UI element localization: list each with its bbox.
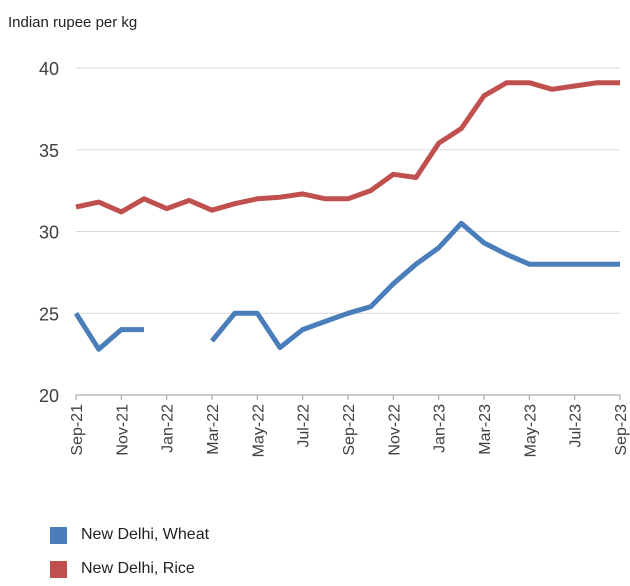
y-tick-label-25: 25 bbox=[39, 304, 59, 324]
legend-item-wheat: New Delhi, Wheat bbox=[50, 518, 209, 552]
y-axis-unit-label: Indian rupee per kg bbox=[8, 14, 138, 31]
x-tick-label-Jan-23: Jan-23 bbox=[432, 404, 449, 453]
line-chart: 20 25 30 35 40 Sep-21 Nov-21 Jan-22 Mar-22 May-2… bbox=[39, 59, 630, 457]
legend-item-rice: New Delhi, Rice bbox=[50, 552, 209, 586]
legend-label-rice: New Delhi, Rice bbox=[81, 560, 195, 577]
series-lines bbox=[73, 80, 620, 352]
y-tick-label-30: 30 bbox=[39, 223, 59, 243]
series-line-wheat-1 bbox=[210, 220, 620, 351]
series-line-wheat-0 bbox=[73, 311, 144, 352]
y-tick-label-35: 35 bbox=[39, 141, 59, 161]
x-tick-label-Sep-21: Sep-21 bbox=[69, 404, 86, 456]
y-tick-label-20: 20 bbox=[39, 386, 59, 406]
legend-label-wheat: New Delhi, Wheat bbox=[81, 526, 210, 543]
x-tick-label-Nov-21: Nov-21 bbox=[114, 404, 131, 456]
x-tick-label-Nov-22: Nov-22 bbox=[386, 404, 403, 456]
x-tick-label-Sep-23: Sep-23 bbox=[613, 404, 630, 456]
legend: New Delhi, Wheat New Delhi, Rice bbox=[50, 518, 209, 586]
legend-swatch-wheat bbox=[50, 526, 67, 544]
x-tick-label-Mar-22: Mar-22 bbox=[205, 404, 222, 455]
legend-swatch-rice bbox=[50, 560, 67, 578]
x-tick-label-Sep-22: Sep-22 bbox=[341, 404, 358, 456]
x-axis: Sep-21 Nov-21 Jan-22 Mar-22 May-22 Jul-22 Sep-… bbox=[69, 394, 630, 457]
gridlines bbox=[76, 67, 620, 396]
y-axis-ticks: 20 25 30 35 40 bbox=[39, 59, 59, 406]
series-line-rice-0 bbox=[75, 80, 620, 215]
x-tick-label-Jul-22: Jul-22 bbox=[296, 404, 313, 448]
y-tick-label-40: 40 bbox=[39, 59, 59, 79]
x-tick-label-May-22: May-22 bbox=[250, 404, 267, 457]
x-tick-label-Mar-23: Mar-23 bbox=[477, 404, 494, 455]
x-tick-label-Jan-22: Jan-22 bbox=[160, 404, 177, 453]
x-tick-label-May-23: May-23 bbox=[522, 404, 539, 457]
x-tick-label-Jul-23: Jul-23 bbox=[568, 404, 585, 448]
